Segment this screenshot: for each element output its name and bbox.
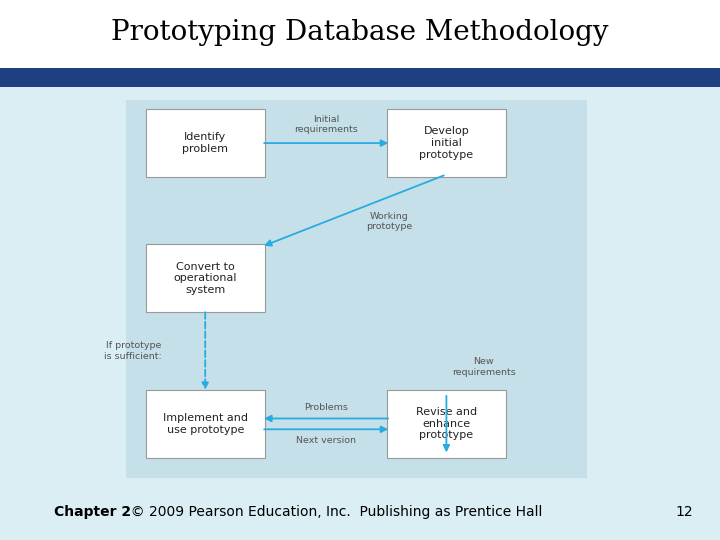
Text: Chapter 2: Chapter 2 — [54, 505, 131, 519]
Bar — [0, 68, 720, 87]
Text: 12: 12 — [675, 505, 693, 519]
FancyBboxPatch shape — [145, 244, 265, 312]
FancyBboxPatch shape — [145, 109, 265, 177]
Text: Prototyping Database Methodology: Prototyping Database Methodology — [112, 19, 608, 46]
Text: Revise and
enhance
prototype: Revise and enhance prototype — [416, 407, 477, 441]
FancyBboxPatch shape — [387, 109, 505, 177]
Text: Initial
requirements: Initial requirements — [294, 114, 358, 134]
Text: Working
prototype: Working prototype — [366, 212, 412, 231]
Text: Next version: Next version — [296, 436, 356, 444]
FancyBboxPatch shape — [387, 390, 505, 458]
FancyBboxPatch shape — [145, 390, 265, 458]
Text: Problems: Problems — [305, 403, 348, 412]
Text: © 2009 Pearson Education, Inc.  Publishing as Prentice Hall: © 2009 Pearson Education, Inc. Publishin… — [122, 505, 543, 519]
Text: Implement and
use prototype: Implement and use prototype — [163, 413, 248, 435]
Bar — [126, 100, 587, 478]
Text: If prototype
is sufficient:: If prototype is sufficient: — [104, 341, 162, 361]
Text: New
requirements: New requirements — [452, 357, 516, 377]
Text: Convert to
operational
system: Convert to operational system — [174, 261, 237, 295]
Text: Identify
problem: Identify problem — [182, 132, 228, 154]
Bar — [0, 0, 720, 68]
Text: Develop
initial
prototype: Develop initial prototype — [419, 126, 474, 160]
